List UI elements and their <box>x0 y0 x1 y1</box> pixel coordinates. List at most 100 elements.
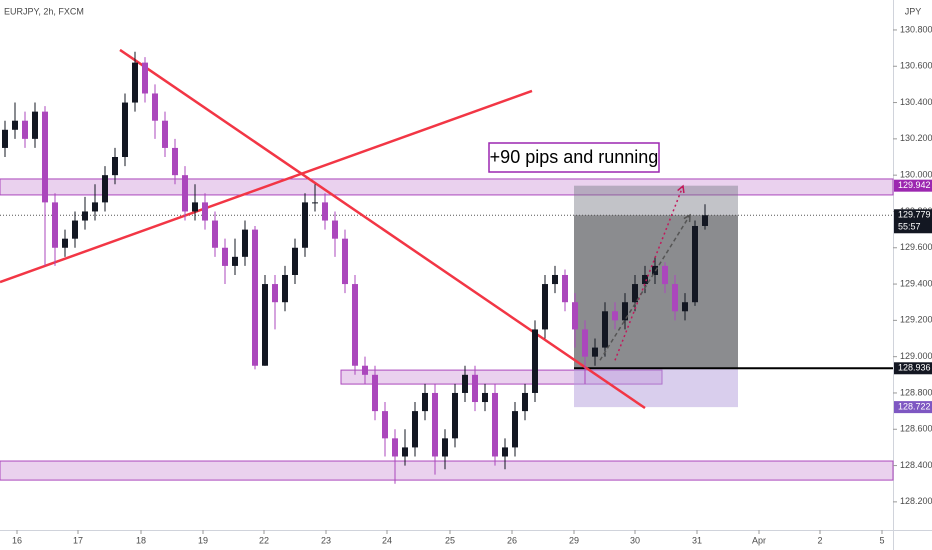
candle-body <box>322 202 328 221</box>
x-tick-label: 22 <box>259 535 269 545</box>
candle-body <box>432 392 438 457</box>
x-tick-label: 16 <box>12 535 22 545</box>
candle-body <box>612 311 618 321</box>
candle-body <box>592 347 598 357</box>
candle-body <box>392 438 398 457</box>
candle-body <box>22 120 28 139</box>
plot-area: +90 pips and running <box>0 48 894 484</box>
chart-title: EURJPY, 2h, FXCM <box>4 6 84 16</box>
candle-body <box>402 447 408 457</box>
candle-body <box>192 202 198 212</box>
x-tick-label: 17 <box>73 535 83 545</box>
candle-body <box>232 256 238 266</box>
candle-body <box>382 411 388 439</box>
x-tick-label: 26 <box>507 535 517 545</box>
candle-body <box>672 284 678 312</box>
candle-body <box>142 62 148 94</box>
candle-body <box>542 284 548 330</box>
candle-body <box>222 247 228 266</box>
target-price-tag-bg <box>894 179 932 192</box>
y-tick-label: 130.000 <box>900 170 932 180</box>
candle-body <box>452 392 458 439</box>
candle-body <box>352 284 358 366</box>
x-tick-label: 23 <box>321 535 331 545</box>
candle-body <box>72 220 78 239</box>
y-tick-label: 130.800 <box>900 24 932 34</box>
candle-body <box>202 202 208 221</box>
candle-body <box>282 274 288 303</box>
candle-body <box>482 392 488 403</box>
candle-body <box>512 411 518 448</box>
candle-body <box>42 111 48 203</box>
candle-body <box>412 411 418 448</box>
candle-body <box>552 274 558 285</box>
candle-body <box>122 102 128 158</box>
candle-body <box>52 202 58 248</box>
y-tick-label: 128.400 <box>900 460 932 470</box>
candle-body <box>472 374 478 403</box>
annotation-box <box>488 142 660 173</box>
current-price-tag: 129.779 <box>898 210 931 220</box>
candle-body <box>2 129 8 148</box>
y-tick-label: 128.800 <box>900 387 932 397</box>
unit-label: JPY <box>905 6 922 16</box>
y-tick-label: 128.600 <box>900 424 932 434</box>
y-tick-label: 130.600 <box>900 61 932 71</box>
zone <box>0 460 894 481</box>
candle-body <box>682 302 688 312</box>
candle-body <box>642 274 648 285</box>
candle-body <box>182 175 188 212</box>
projection-arrow <box>614 185 684 361</box>
y-tick-label: 129.400 <box>900 278 932 288</box>
y-tick-label: 130.400 <box>900 97 932 107</box>
candle-body <box>172 147 178 176</box>
candle-body <box>252 229 258 366</box>
candle-body <box>212 220 218 248</box>
y-tick-label: 129.600 <box>900 242 932 252</box>
candle-body <box>242 229 248 257</box>
y-tick-label: 128.200 <box>900 496 932 506</box>
candle-body <box>312 202 318 204</box>
annotation: +90 pips and running <box>490 147 659 167</box>
candle-body <box>622 302 628 321</box>
candle-body <box>602 311 608 348</box>
candle-body <box>332 220 338 239</box>
arrow-head <box>677 184 685 194</box>
x-tick-label: 2 <box>817 535 822 545</box>
candle-body <box>702 215 708 226</box>
y-tick-label: 129.000 <box>900 351 932 361</box>
entry-price-tag-bg <box>894 362 932 375</box>
candle-body <box>502 447 508 457</box>
candle-body <box>442 438 448 457</box>
candle-body <box>532 329 538 393</box>
candle-body <box>12 120 18 130</box>
arrow-head <box>683 213 691 223</box>
candle-body <box>692 225 698 303</box>
candle-body <box>152 93 158 121</box>
x-tick-label: 25 <box>445 535 455 545</box>
stop-price-tag: 128.722 <box>898 401 931 411</box>
candle-body <box>272 284 278 303</box>
position-progress <box>574 215 738 369</box>
candle-body <box>162 120 168 148</box>
candle-body <box>572 302 578 330</box>
trend-line <box>0 89 533 284</box>
x-tick-label: 29 <box>569 535 579 545</box>
candle-body <box>372 374 378 412</box>
candle-body <box>632 284 638 303</box>
candle-body <box>102 175 108 203</box>
target-price-tag: 129.942 <box>898 180 931 190</box>
candle-body <box>92 202 98 212</box>
y-tick-label: 130.200 <box>900 133 932 143</box>
candle-body <box>362 365 368 375</box>
position-stop-zone <box>574 368 738 408</box>
current-price-tag-bg <box>894 209 932 234</box>
candle-body <box>422 392 428 412</box>
countdown: 55:57 <box>898 222 921 232</box>
candle-body <box>302 202 308 248</box>
candle-body <box>262 284 268 366</box>
candle-body <box>32 111 38 139</box>
x-tick-label: 31 <box>692 535 702 545</box>
candle-body <box>112 157 118 176</box>
